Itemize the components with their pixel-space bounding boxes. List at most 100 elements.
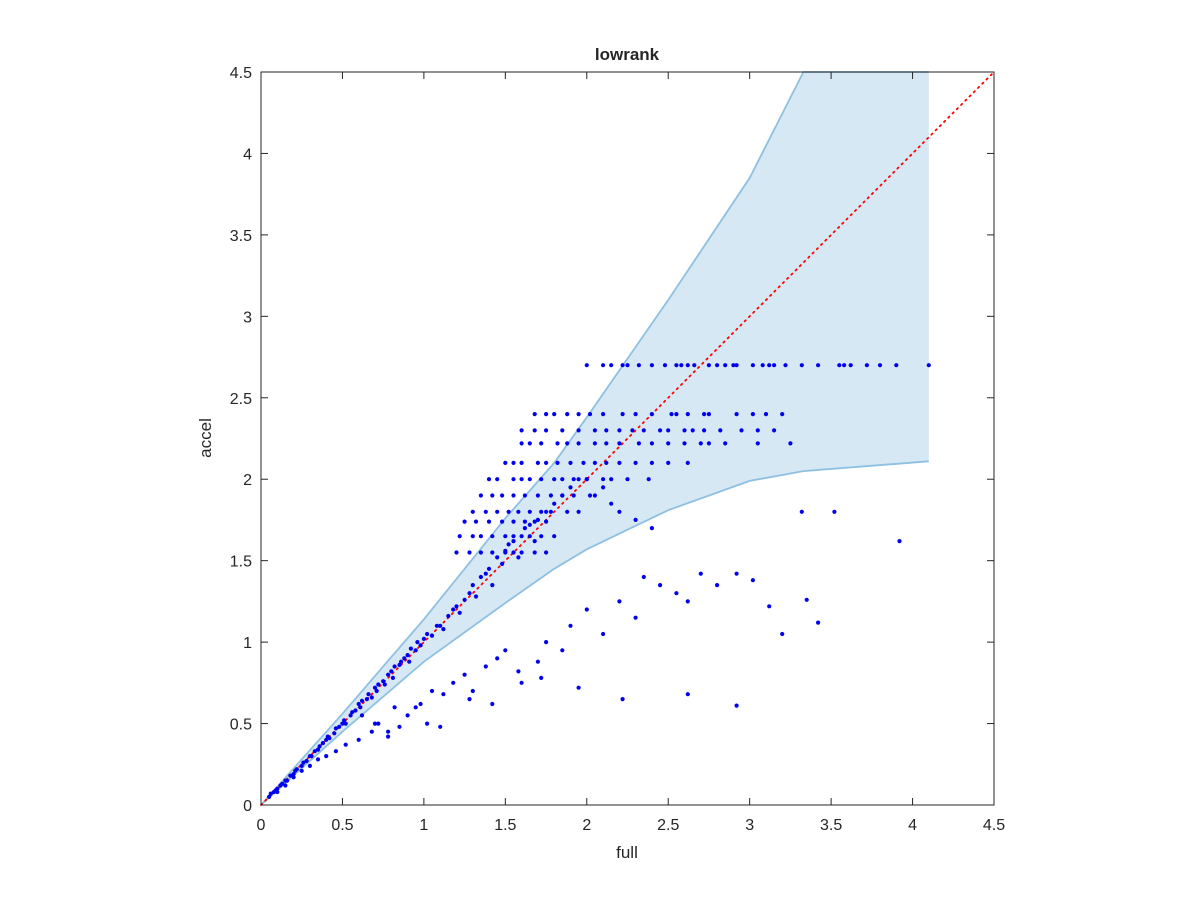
data-point [702, 412, 707, 417]
data-point [418, 643, 423, 648]
data-point [837, 363, 842, 368]
data-point [457, 534, 462, 539]
data-point [490, 701, 495, 707]
data-point [539, 509, 544, 514]
data-point [636, 363, 642, 368]
data-point [723, 441, 728, 446]
data-point [519, 680, 524, 685]
data-point [467, 550, 472, 555]
data-point [516, 555, 521, 560]
data-point [625, 477, 630, 482]
data-point [356, 737, 361, 742]
data-point [309, 754, 314, 759]
y-tick-label: 0.5 [230, 717, 252, 734]
data-point [832, 509, 837, 514]
data-point [478, 574, 483, 580]
data-point [519, 460, 524, 465]
data-point [438, 623, 443, 628]
data-point [511, 550, 516, 555]
data-point [327, 736, 332, 741]
data-point [609, 477, 614, 482]
data-point [382, 682, 387, 687]
data-point [560, 428, 565, 433]
y-tick-label: 3 [243, 309, 252, 326]
band-fill [261, 72, 929, 805]
y-tick-label: 4.5 [230, 65, 252, 82]
data-point [706, 412, 712, 417]
data-point [601, 363, 606, 368]
data-point [666, 441, 671, 446]
data-point [617, 441, 622, 446]
data-point [679, 363, 684, 368]
data-point [692, 363, 697, 368]
data-point [750, 578, 756, 583]
data-point [470, 583, 475, 588]
data-point [662, 363, 668, 368]
data-point [519, 441, 524, 446]
data-point [304, 758, 309, 764]
data-point [560, 648, 565, 653]
data-point [763, 412, 769, 417]
data-point [376, 682, 381, 687]
data-point [294, 767, 299, 772]
data-point [392, 664, 397, 669]
data-point [706, 363, 712, 368]
x-tick-label: 0.5 [331, 817, 353, 834]
data-point [576, 685, 581, 690]
data-point [356, 701, 361, 707]
data-point [552, 534, 557, 539]
data-point [592, 493, 598, 498]
data-point [522, 519, 528, 524]
data-point [649, 460, 655, 465]
data-point [527, 522, 532, 527]
data-point [457, 610, 462, 615]
data-point [495, 656, 500, 661]
data-point [539, 675, 544, 681]
data-point [544, 519, 549, 524]
data-point [503, 460, 508, 465]
data-point [454, 604, 459, 609]
data-point [490, 550, 495, 555]
data-point [506, 509, 511, 514]
data-point [723, 363, 728, 368]
data-point [434, 623, 439, 628]
data-point [405, 713, 410, 718]
data-point [358, 705, 363, 710]
data-point [320, 741, 325, 746]
data-point [288, 773, 293, 778]
data-point [470, 534, 475, 539]
data-point [750, 363, 756, 368]
data-point [539, 477, 544, 482]
data-point [446, 613, 451, 619]
data-point [381, 679, 386, 684]
data-point [715, 583, 720, 588]
data-point [552, 501, 557, 506]
data-point [755, 441, 760, 446]
data-point [366, 692, 371, 697]
data-point [783, 363, 788, 368]
data-point [601, 412, 606, 417]
data-point [539, 441, 544, 446]
data-point [646, 477, 651, 482]
data-point [601, 485, 606, 490]
data-point [649, 363, 655, 368]
data-point [438, 724, 443, 729]
data-point [359, 698, 365, 703]
data-point [609, 501, 614, 506]
data-point [816, 620, 821, 625]
data-point [685, 363, 690, 368]
data-point [731, 363, 736, 368]
data-point [532, 412, 537, 417]
x-tick-label: 3.5 [820, 817, 842, 834]
data-point [633, 412, 638, 417]
data-point [527, 477, 532, 482]
data-point [307, 763, 312, 769]
data-point [702, 428, 707, 433]
band-upper-edge [260, 71, 929, 806]
data-point [478, 550, 483, 555]
data-point [478, 493, 483, 498]
data-point [451, 607, 456, 612]
data-point [413, 648, 418, 653]
data-point [337, 724, 342, 729]
data-point [353, 708, 358, 713]
